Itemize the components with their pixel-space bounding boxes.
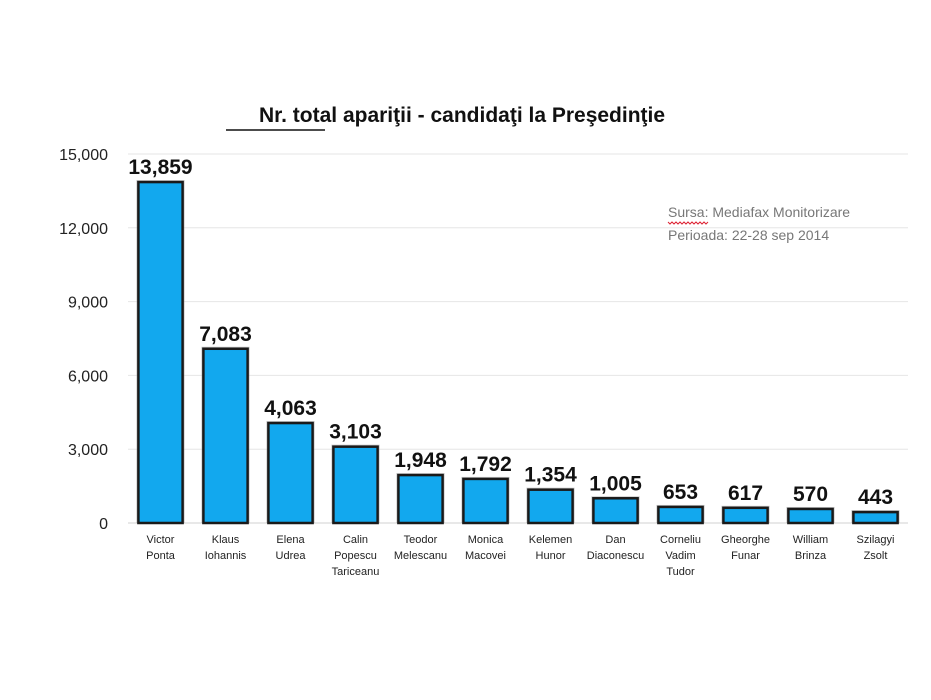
x-tick-line: Teodor [404, 534, 438, 546]
y-tick-label: 0 [99, 516, 108, 533]
data-label: 570 [793, 483, 828, 506]
data-labels: 13,859 7,083 4,063 3,103 1,948 1,792 1,354 1,00… [128, 156, 893, 509]
x-tick-line: Monica [468, 534, 504, 546]
x-tick-line: Vadim [665, 550, 695, 562]
x-tick-line: Victor [147, 534, 175, 546]
bar [592, 497, 639, 525]
bar [722, 506, 769, 525]
source-note: Sursa: Mediafax Monitorizare [668, 204, 850, 220]
x-tick-label: Gheorghe Funar [721, 534, 770, 562]
data-label: 4,063 [264, 397, 317, 420]
x-tick-label: Kelemen Hunor [529, 534, 572, 562]
data-label: 617 [728, 482, 763, 505]
y-axis: 0 3,000 6,000 9,000 12,000 15,000 [59, 147, 108, 533]
x-tick-line: Tariceanu [332, 566, 380, 578]
x-tick-line: Popescu [334, 550, 377, 562]
x-tick-line: Diaconescu [587, 550, 644, 562]
bar [852, 510, 899, 525]
data-label: 653 [663, 481, 698, 504]
bar [462, 477, 509, 525]
data-label: 7,083 [199, 323, 252, 346]
x-tick-label: William Brinza [793, 534, 828, 562]
y-tick-label: 3,000 [68, 442, 108, 459]
x-tick-line: Elena [276, 534, 305, 546]
data-label: 443 [858, 486, 893, 509]
x-tick-label: Teodor Melescanu [394, 534, 447, 562]
bar [657, 505, 704, 525]
x-tick-line: Zsolt [864, 550, 888, 562]
data-label: 1,792 [459, 453, 512, 476]
x-axis: Victor Ponta Klaus Iohannis Elena Udrea Calin P… [146, 534, 894, 578]
x-tick-line: Udrea [276, 550, 307, 562]
x-tick-line: Hunor [536, 550, 566, 562]
y-tick-label: 9,000 [68, 295, 108, 312]
bar [332, 445, 379, 525]
bars [136, 180, 900, 525]
x-tick-line: Corneliu [660, 534, 701, 546]
x-tick-label: Elena Udrea [276, 534, 307, 562]
x-tick-label: Victor Ponta [146, 534, 176, 562]
x-tick-line: William [793, 534, 828, 546]
chart-title: Nr. total apariţii - candidaţi la Preşed… [259, 104, 665, 127]
x-tick-label: Dan Diaconescu [587, 534, 644, 562]
y-tick-label: 15,000 [59, 147, 108, 164]
x-tick-label: Monica Macovei [465, 534, 506, 562]
x-tick-line: Calin [343, 534, 368, 546]
bar [787, 507, 834, 525]
x-tick-label: Corneliu Vadim Tudor [660, 534, 701, 578]
bar [267, 421, 314, 525]
bar [202, 347, 249, 525]
source-annotation: Sursa: Mediafax Monitorizare Perioada: 2… [667, 204, 850, 243]
x-tick-label: Szilagyi Zsolt [857, 534, 895, 562]
bar [397, 473, 444, 525]
x-tick-line: Macovei [465, 550, 506, 562]
data-label: 1,354 [524, 464, 577, 487]
data-label: 3,103 [329, 421, 382, 444]
y-tick-label: 12,000 [59, 221, 108, 238]
x-tick-line: Kelemen [529, 534, 572, 546]
gridlines [128, 153, 908, 524]
x-tick-label: Klaus Iohannis [205, 534, 247, 562]
data-label: 1,948 [394, 449, 447, 472]
x-tick-line: Iohannis [205, 550, 247, 562]
data-label: 13,859 [128, 156, 192, 179]
x-tick-line: Ponta [146, 550, 176, 562]
x-tick-label: Calin Popescu Tariceanu [332, 534, 380, 578]
x-tick-line: Funar [731, 550, 760, 562]
x-tick-line: Dan [605, 534, 625, 546]
x-tick-line: Melescanu [394, 550, 447, 562]
bar [527, 488, 574, 525]
bar [137, 180, 184, 525]
spellcheck-squiggle [667, 221, 709, 225]
data-label: 1,005 [589, 472, 642, 495]
x-tick-line: Klaus [212, 534, 240, 546]
x-tick-line: Gheorghe [721, 534, 770, 546]
x-tick-line: Tudor [666, 566, 695, 578]
y-tick-label: 6,000 [68, 368, 108, 385]
x-tick-line: Brinza [795, 550, 827, 562]
period-note: Perioada: 22-28 sep 2014 [668, 227, 829, 243]
x-tick-line: Szilagyi [857, 534, 895, 546]
